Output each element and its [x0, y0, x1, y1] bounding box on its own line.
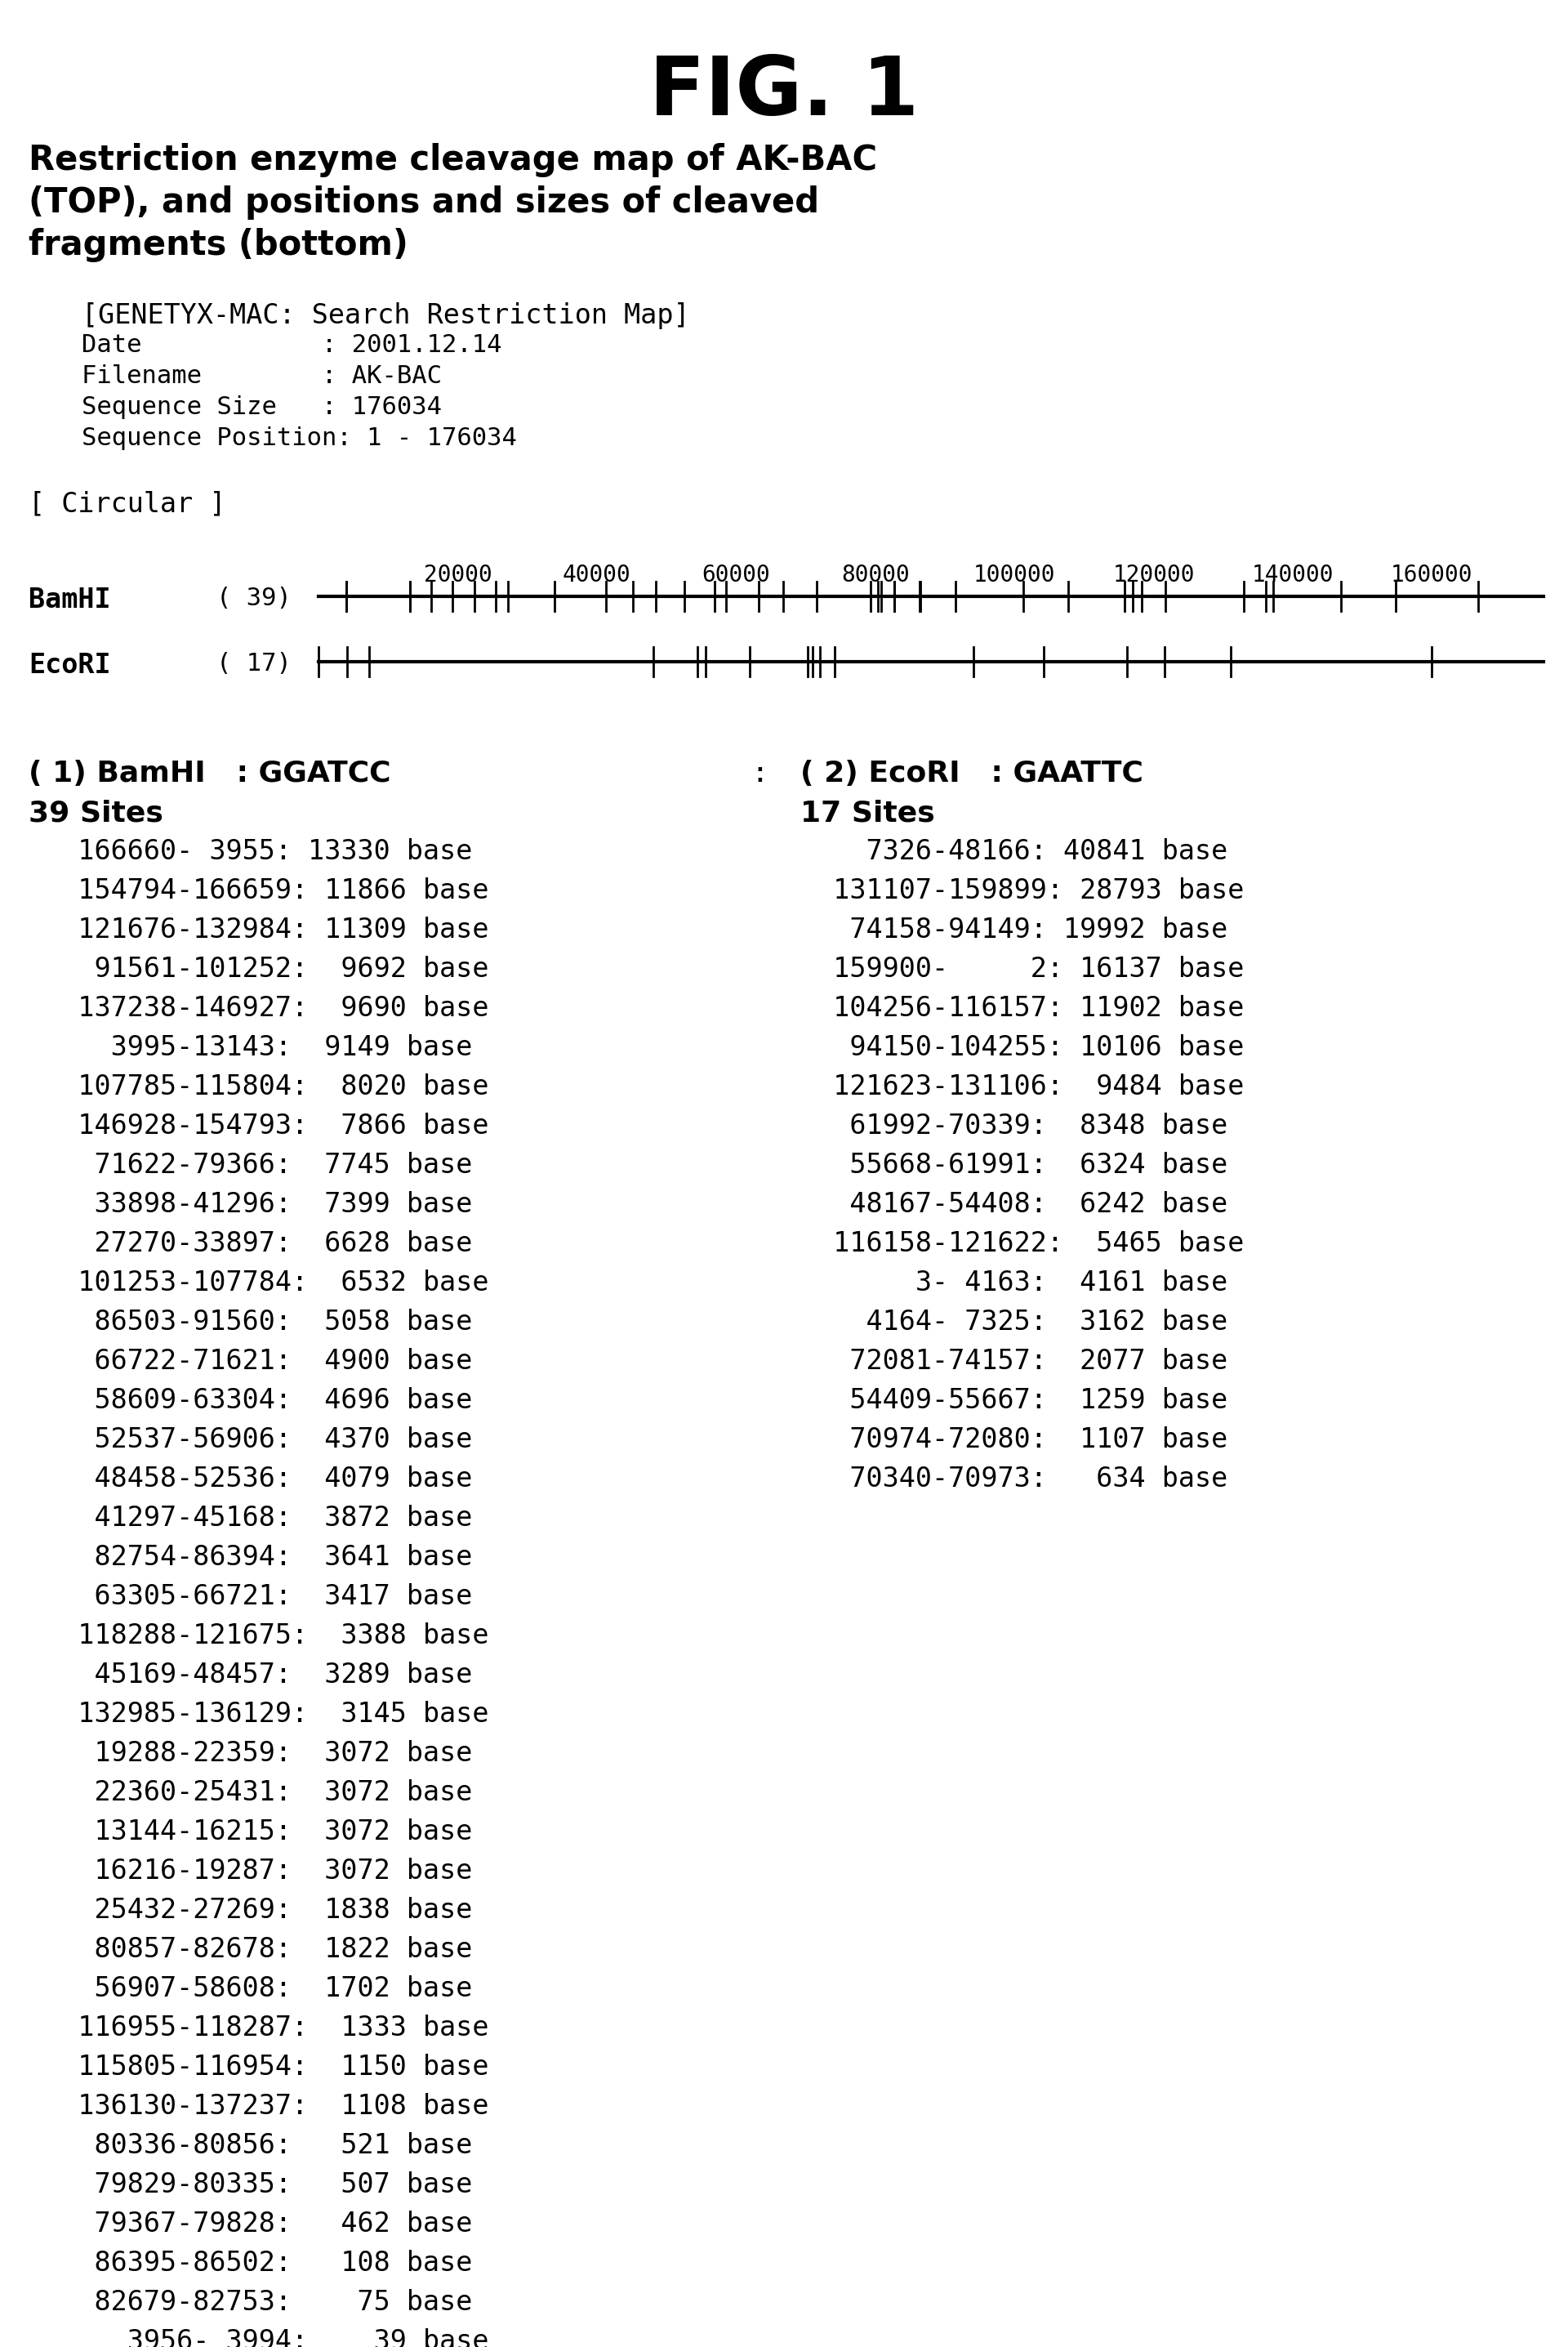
Text: :: : [751, 760, 768, 789]
Text: 137238-146927:  9690 base: 137238-146927: 9690 base [28, 995, 489, 1021]
Text: 54409-55667:  1259 base: 54409-55667: 1259 base [800, 1387, 1228, 1415]
Text: 154794-166659: 11866 base: 154794-166659: 11866 base [28, 878, 489, 904]
Text: 116955-118287:  1333 base: 116955-118287: 1333 base [28, 2014, 489, 2042]
Text: Restriction enzyme cleavage map of AK-BAC: Restriction enzyme cleavage map of AK-BA… [28, 143, 877, 178]
Text: 17 Sites: 17 Sites [800, 798, 935, 826]
Text: Date            : 2001.12.14: Date : 2001.12.14 [82, 333, 502, 357]
Text: 80857-82678:  1822 base: 80857-82678: 1822 base [28, 1936, 472, 1962]
Text: 121676-132984: 11309 base: 121676-132984: 11309 base [28, 918, 489, 943]
Text: 74158-94149: 19992 base: 74158-94149: 19992 base [800, 918, 1228, 943]
Text: 101253-107784:  6532 base: 101253-107784: 6532 base [28, 1270, 489, 1296]
Text: 48458-52536:  4079 base: 48458-52536: 4079 base [28, 1465, 472, 1493]
Text: 39 Sites: 39 Sites [28, 798, 163, 826]
Text: Filename        : AK-BAC: Filename : AK-BAC [82, 364, 442, 387]
Text: 66722-71621:  4900 base: 66722-71621: 4900 base [28, 1347, 472, 1375]
Text: 118288-121675:  3388 base: 118288-121675: 3388 base [28, 1622, 489, 1650]
Text: 79367-79828:   462 base: 79367-79828: 462 base [28, 2211, 472, 2237]
Text: FIG. 1: FIG. 1 [649, 54, 919, 131]
Text: 40000: 40000 [563, 563, 630, 587]
Text: 136130-137237:  1108 base: 136130-137237: 1108 base [28, 2094, 489, 2119]
Text: 140000: 140000 [1251, 563, 1334, 587]
Text: 146928-154793:  7866 base: 146928-154793: 7866 base [28, 1112, 489, 1141]
Text: 63305-66721:  3417 base: 63305-66721: 3417 base [28, 1584, 472, 1610]
Text: 3- 4163:  4161 base: 3- 4163: 4161 base [800, 1270, 1228, 1296]
Text: 79829-80335:   507 base: 79829-80335: 507 base [28, 2171, 472, 2199]
Text: 70974-72080:  1107 base: 70974-72080: 1107 base [800, 1427, 1228, 1453]
Text: fragments (bottom): fragments (bottom) [28, 228, 408, 263]
Text: 22360-25431:  3072 base: 22360-25431: 3072 base [28, 1779, 472, 1807]
Text: 132985-136129:  3145 base: 132985-136129: 3145 base [28, 1702, 489, 1727]
Text: 86503-91560:  5058 base: 86503-91560: 5058 base [28, 1310, 472, 1335]
Text: ( 1) BamHI   : GGATCC: ( 1) BamHI : GGATCC [28, 760, 390, 789]
Text: 45169-48457:  3289 base: 45169-48457: 3289 base [28, 1662, 472, 1687]
Text: 80000: 80000 [840, 563, 909, 587]
Text: 94150-104255: 10106 base: 94150-104255: 10106 base [800, 1035, 1243, 1061]
Text: 71622-79366:  7745 base: 71622-79366: 7745 base [28, 1152, 472, 1178]
Text: 166660- 3955: 13330 base: 166660- 3955: 13330 base [28, 838, 472, 866]
Text: 60000: 60000 [702, 563, 770, 587]
Text: 27270-33897:  6628 base: 27270-33897: 6628 base [28, 1230, 472, 1258]
Text: 120000: 120000 [1113, 563, 1195, 587]
Text: 41297-45168:  3872 base: 41297-45168: 3872 base [28, 1504, 472, 1533]
Text: 3956- 3994:    39 base: 3956- 3994: 39 base [28, 2328, 489, 2347]
Text: 100000: 100000 [974, 563, 1055, 587]
Text: 82679-82753:    75 base: 82679-82753: 75 base [28, 2288, 472, 2316]
Text: 25432-27269:  1838 base: 25432-27269: 1838 base [28, 1896, 472, 1925]
Text: 86395-86502:   108 base: 86395-86502: 108 base [28, 2251, 472, 2277]
Text: 107785-115804:  8020 base: 107785-115804: 8020 base [28, 1073, 489, 1101]
Text: 131107-159899: 28793 base: 131107-159899: 28793 base [800, 878, 1243, 904]
Text: 33898-41296:  7399 base: 33898-41296: 7399 base [28, 1190, 472, 1218]
Text: 7326-48166: 40841 base: 7326-48166: 40841 base [800, 838, 1228, 866]
Text: 72081-74157:  2077 base: 72081-74157: 2077 base [800, 1347, 1228, 1375]
Text: BamHI: BamHI [28, 587, 111, 613]
Text: ( 17): ( 17) [216, 652, 292, 676]
Text: 115805-116954:  1150 base: 115805-116954: 1150 base [28, 2054, 489, 2082]
Text: 48167-54408:  6242 base: 48167-54408: 6242 base [800, 1190, 1228, 1218]
Text: 116158-121622:  5465 base: 116158-121622: 5465 base [800, 1230, 1243, 1258]
Text: 13144-16215:  3072 base: 13144-16215: 3072 base [28, 1819, 472, 1845]
Text: [ Circular ]: [ Circular ] [28, 491, 226, 516]
Text: 16216-19287:  3072 base: 16216-19287: 3072 base [28, 1859, 472, 1885]
Text: 104256-116157: 11902 base: 104256-116157: 11902 base [800, 995, 1243, 1021]
Text: ( 39): ( 39) [216, 587, 292, 610]
Text: ( 2) EcoRI   : GAATTC: ( 2) EcoRI : GAATTC [800, 760, 1143, 789]
Text: 56907-58608:  1702 base: 56907-58608: 1702 base [28, 1976, 472, 2002]
Text: 52537-56906:  4370 base: 52537-56906: 4370 base [28, 1427, 472, 1453]
Text: 160000: 160000 [1391, 563, 1472, 587]
Text: 70340-70973:   634 base: 70340-70973: 634 base [800, 1465, 1228, 1493]
Text: 82754-86394:  3641 base: 82754-86394: 3641 base [28, 1544, 472, 1570]
Text: 121623-131106:  9484 base: 121623-131106: 9484 base [800, 1073, 1243, 1101]
Text: 4164- 7325:  3162 base: 4164- 7325: 3162 base [800, 1310, 1228, 1335]
Text: 19288-22359:  3072 base: 19288-22359: 3072 base [28, 1739, 472, 1767]
Text: 61992-70339:  8348 base: 61992-70339: 8348 base [800, 1112, 1228, 1141]
Text: 55668-61991:  6324 base: 55668-61991: 6324 base [800, 1152, 1228, 1178]
Text: EcoRI: EcoRI [28, 652, 111, 678]
Text: Sequence Position: 1 - 176034: Sequence Position: 1 - 176034 [82, 427, 517, 451]
Text: 3995-13143:  9149 base: 3995-13143: 9149 base [28, 1035, 472, 1061]
Text: 80336-80856:   521 base: 80336-80856: 521 base [28, 2131, 472, 2159]
Text: Sequence Size   : 176034: Sequence Size : 176034 [82, 394, 442, 420]
Text: 58609-63304:  4696 base: 58609-63304: 4696 base [28, 1387, 472, 1415]
Text: [GENETYX-MAC: Search Restriction Map]: [GENETYX-MAC: Search Restriction Map] [82, 303, 690, 329]
Text: (TOP), and positions and sizes of cleaved: (TOP), and positions and sizes of cleave… [28, 185, 818, 221]
Text: 91561-101252:  9692 base: 91561-101252: 9692 base [28, 955, 489, 983]
Text: 20000: 20000 [423, 563, 492, 587]
Text: 159900-     2: 16137 base: 159900- 2: 16137 base [800, 955, 1243, 983]
